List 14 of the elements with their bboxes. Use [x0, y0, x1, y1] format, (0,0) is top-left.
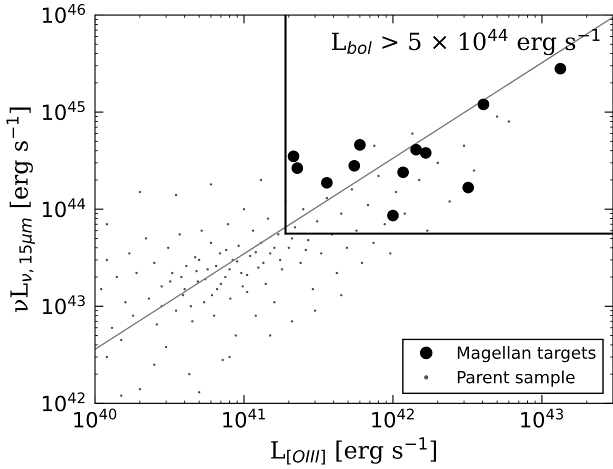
x-axis-title: L$_{[OIII]}$ [erg s$^{−1}$]	[271, 437, 436, 465]
legend-label: Magellan targets	[458, 346, 596, 362]
legend-label: Parent sample	[458, 370, 575, 387]
y-axis-title: νL$_{ν,15μm}$ [erg s$^{−1}$]	[6, 108, 35, 312]
x-tick-label: 10$^{42}$	[372, 408, 414, 428]
annotation: L$_{bol}$ > 5 × 10$^{44}$ erg s$^{−1}$	[332, 28, 600, 56]
y-tick-label: 10$^{46}$	[42, 4, 85, 24]
x-tick-label: 10$^{43}$	[521, 408, 563, 428]
y-tick-label: 10$^{44}$	[42, 198, 86, 218]
y-tick-label: 10$^{42}$	[42, 392, 84, 412]
x-tick-label: 10$^{41}$	[223, 408, 265, 428]
y-tick-label: 10$^{45}$	[42, 101, 85, 120]
x-tick-label: 10$^{40}$	[74, 408, 116, 428]
y-tick-label: 10$^{43}$	[42, 295, 85, 314]
